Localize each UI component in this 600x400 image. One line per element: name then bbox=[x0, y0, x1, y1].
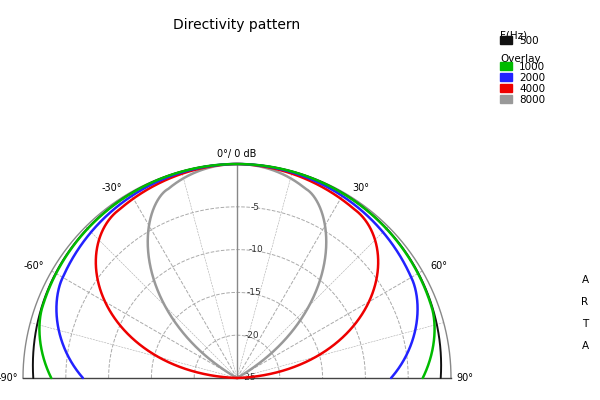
Bar bbox=[500, 62, 512, 70]
Text: -90°: -90° bbox=[0, 373, 18, 383]
Bar bbox=[500, 95, 512, 103]
Text: -5: -5 bbox=[251, 202, 260, 212]
Text: 8000: 8000 bbox=[519, 95, 545, 105]
Text: 60°: 60° bbox=[430, 261, 448, 271]
Bar bbox=[500, 73, 512, 81]
Text: R: R bbox=[581, 297, 589, 307]
Text: 90°: 90° bbox=[456, 373, 473, 383]
Text: 4000: 4000 bbox=[519, 84, 545, 94]
Text: -15: -15 bbox=[247, 288, 261, 297]
Text: -20: -20 bbox=[244, 331, 259, 340]
Text: 0°/ 0 dB: 0°/ 0 dB bbox=[217, 149, 257, 159]
Bar bbox=[500, 84, 512, 92]
Text: -60°: -60° bbox=[23, 261, 44, 271]
Text: 1000: 1000 bbox=[519, 62, 545, 72]
Text: -10: -10 bbox=[249, 245, 263, 254]
Text: Directivity pattern: Directivity pattern bbox=[173, 18, 301, 32]
Text: Overlay: Overlay bbox=[500, 54, 541, 64]
Text: 30°: 30° bbox=[352, 183, 369, 193]
Text: F(Hz): F(Hz) bbox=[500, 30, 527, 40]
Text: 500: 500 bbox=[519, 36, 539, 46]
Text: 2000: 2000 bbox=[519, 73, 545, 83]
Text: T: T bbox=[582, 319, 588, 329]
Text: A: A bbox=[581, 275, 589, 285]
Text: A: A bbox=[581, 341, 589, 351]
Text: -30°: -30° bbox=[101, 183, 122, 193]
Text: -25: -25 bbox=[242, 374, 257, 382]
Bar bbox=[500, 36, 512, 44]
